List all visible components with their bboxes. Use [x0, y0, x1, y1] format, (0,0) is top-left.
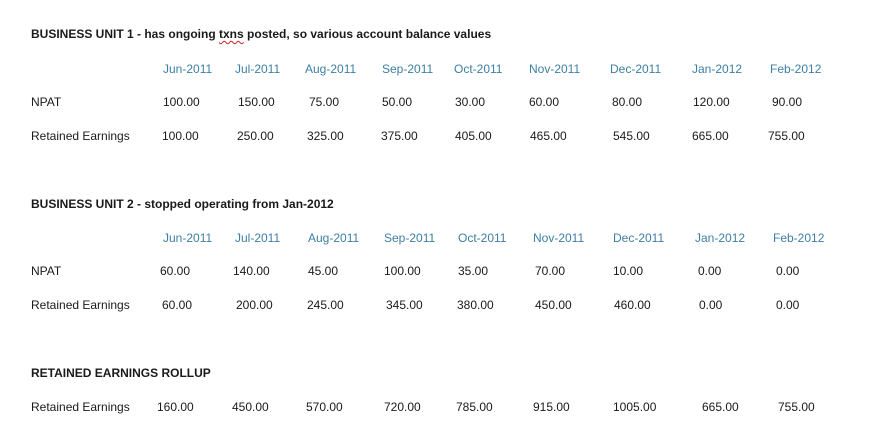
s1-npat-value: 150.00 [238, 95, 275, 109]
s1-month-header: Jun-2011 [163, 62, 213, 76]
s3-row-label-retained-earnings: Retained Earnings [31, 400, 130, 414]
s1-npat-value: 100.00 [163, 95, 200, 109]
s2-re-value: 60.00 [162, 298, 193, 312]
s1-re-value: 755.00 [768, 129, 805, 143]
s2-npat-value: 35.00 [458, 264, 489, 278]
s3-re-value: 665.00 [702, 400, 739, 414]
s2-re-value: 345.00 [386, 298, 423, 312]
s1-month-header: Sep-2011 [382, 62, 434, 76]
s3-re-value: 720.00 [384, 400, 421, 414]
s1-re-value: 545.00 [613, 129, 650, 143]
s1-npat-value: 90.00 [772, 95, 803, 109]
section-2-title: BUSINESS UNIT 2 - stopped operating from… [31, 197, 334, 211]
s1-month-header: Aug-2011 [305, 62, 357, 76]
s2-row-label-npat: NPAT [31, 264, 62, 278]
s2-re-value: 0.00 [699, 298, 723, 312]
s1-re-value: 250.00 [237, 129, 274, 143]
s2-npat-value: 60.00 [160, 264, 191, 278]
s1-re-value: 665.00 [692, 129, 729, 143]
section-1-title-end: posted, so various account balance value… [243, 27, 492, 41]
s2-re-value: 460.00 [614, 298, 651, 312]
s3-re-value: 915.00 [533, 400, 570, 414]
s3-re-value: 755.00 [778, 400, 815, 414]
s2-month-header: Nov-2011 [533, 231, 585, 245]
s2-month-header: Jan-2012 [695, 231, 746, 245]
s2-month-header: Jul-2011 [235, 231, 281, 245]
s2-re-value: 245.00 [307, 298, 344, 312]
s1-month-header: Oct-2011 [454, 62, 503, 76]
s2-month-header: Sep-2011 [384, 231, 436, 245]
s3-re-value: 160.00 [157, 400, 194, 414]
section-1-title-start: BUSINESS UNIT 1 - has ongoing [31, 27, 220, 41]
s1-month-header: Jul-2011 [235, 62, 281, 76]
s2-npat-value: 70.00 [535, 264, 566, 278]
s1-month-header: Nov-2011 [529, 62, 581, 76]
s2-npat-value: 45.00 [308, 264, 339, 278]
s3-re-value: 785.00 [456, 400, 493, 414]
s1-npat-value: 120.00 [693, 95, 730, 109]
s2-npat-value: 100.00 [384, 264, 421, 278]
s2-re-value: 450.00 [535, 298, 572, 312]
s1-re-value: 465.00 [530, 129, 567, 143]
s1-re-value: 325.00 [307, 129, 344, 143]
s1-month-header: Jan-2012 [692, 62, 743, 76]
s2-month-header: Dec-2011 [613, 231, 665, 245]
s1-month-header: Feb-2012 [770, 62, 822, 76]
s2-month-header: Jun-2011 [163, 231, 213, 245]
section-1-title: BUSINESS UNIT 1 - has ongoing txns poste… [31, 27, 491, 41]
s2-month-header: Aug-2011 [308, 231, 360, 245]
s1-re-value: 405.00 [455, 129, 492, 143]
s1-npat-value: 50.00 [382, 95, 413, 109]
s2-npat-value: 0.00 [776, 264, 800, 278]
s2-month-header: Feb-2012 [773, 231, 825, 245]
s1-npat-value: 60.00 [529, 95, 560, 109]
section-1-title-flagged-word: txns [219, 27, 244, 41]
s3-re-value: 1005.00 [613, 400, 657, 414]
s1-npat-value: 30.00 [455, 95, 486, 109]
s1-re-value: 375.00 [381, 129, 418, 143]
s2-npat-value: 140.00 [233, 264, 270, 278]
s2-month-header: Oct-2011 [458, 231, 507, 245]
s1-npat-value: 80.00 [612, 95, 643, 109]
s2-npat-value: 0.00 [698, 264, 722, 278]
s1-row-label-npat: NPAT [31, 95, 62, 109]
s2-npat-value: 10.00 [613, 264, 644, 278]
s2-re-value: 200.00 [236, 298, 273, 312]
s3-re-value: 570.00 [306, 400, 343, 414]
s2-re-value: 380.00 [457, 298, 494, 312]
s1-npat-value: 75.00 [309, 95, 340, 109]
s1-month-header: Dec-2011 [610, 62, 662, 76]
section-3-title: RETAINED EARNINGS ROLLUP [31, 366, 211, 380]
s2-re-value: 0.00 [776, 298, 800, 312]
s3-re-value: 450.00 [232, 400, 269, 414]
s1-re-value: 100.00 [162, 129, 199, 143]
s2-row-label-retained-earnings: Retained Earnings [31, 298, 130, 312]
s1-row-label-retained-earnings: Retained Earnings [31, 129, 130, 143]
